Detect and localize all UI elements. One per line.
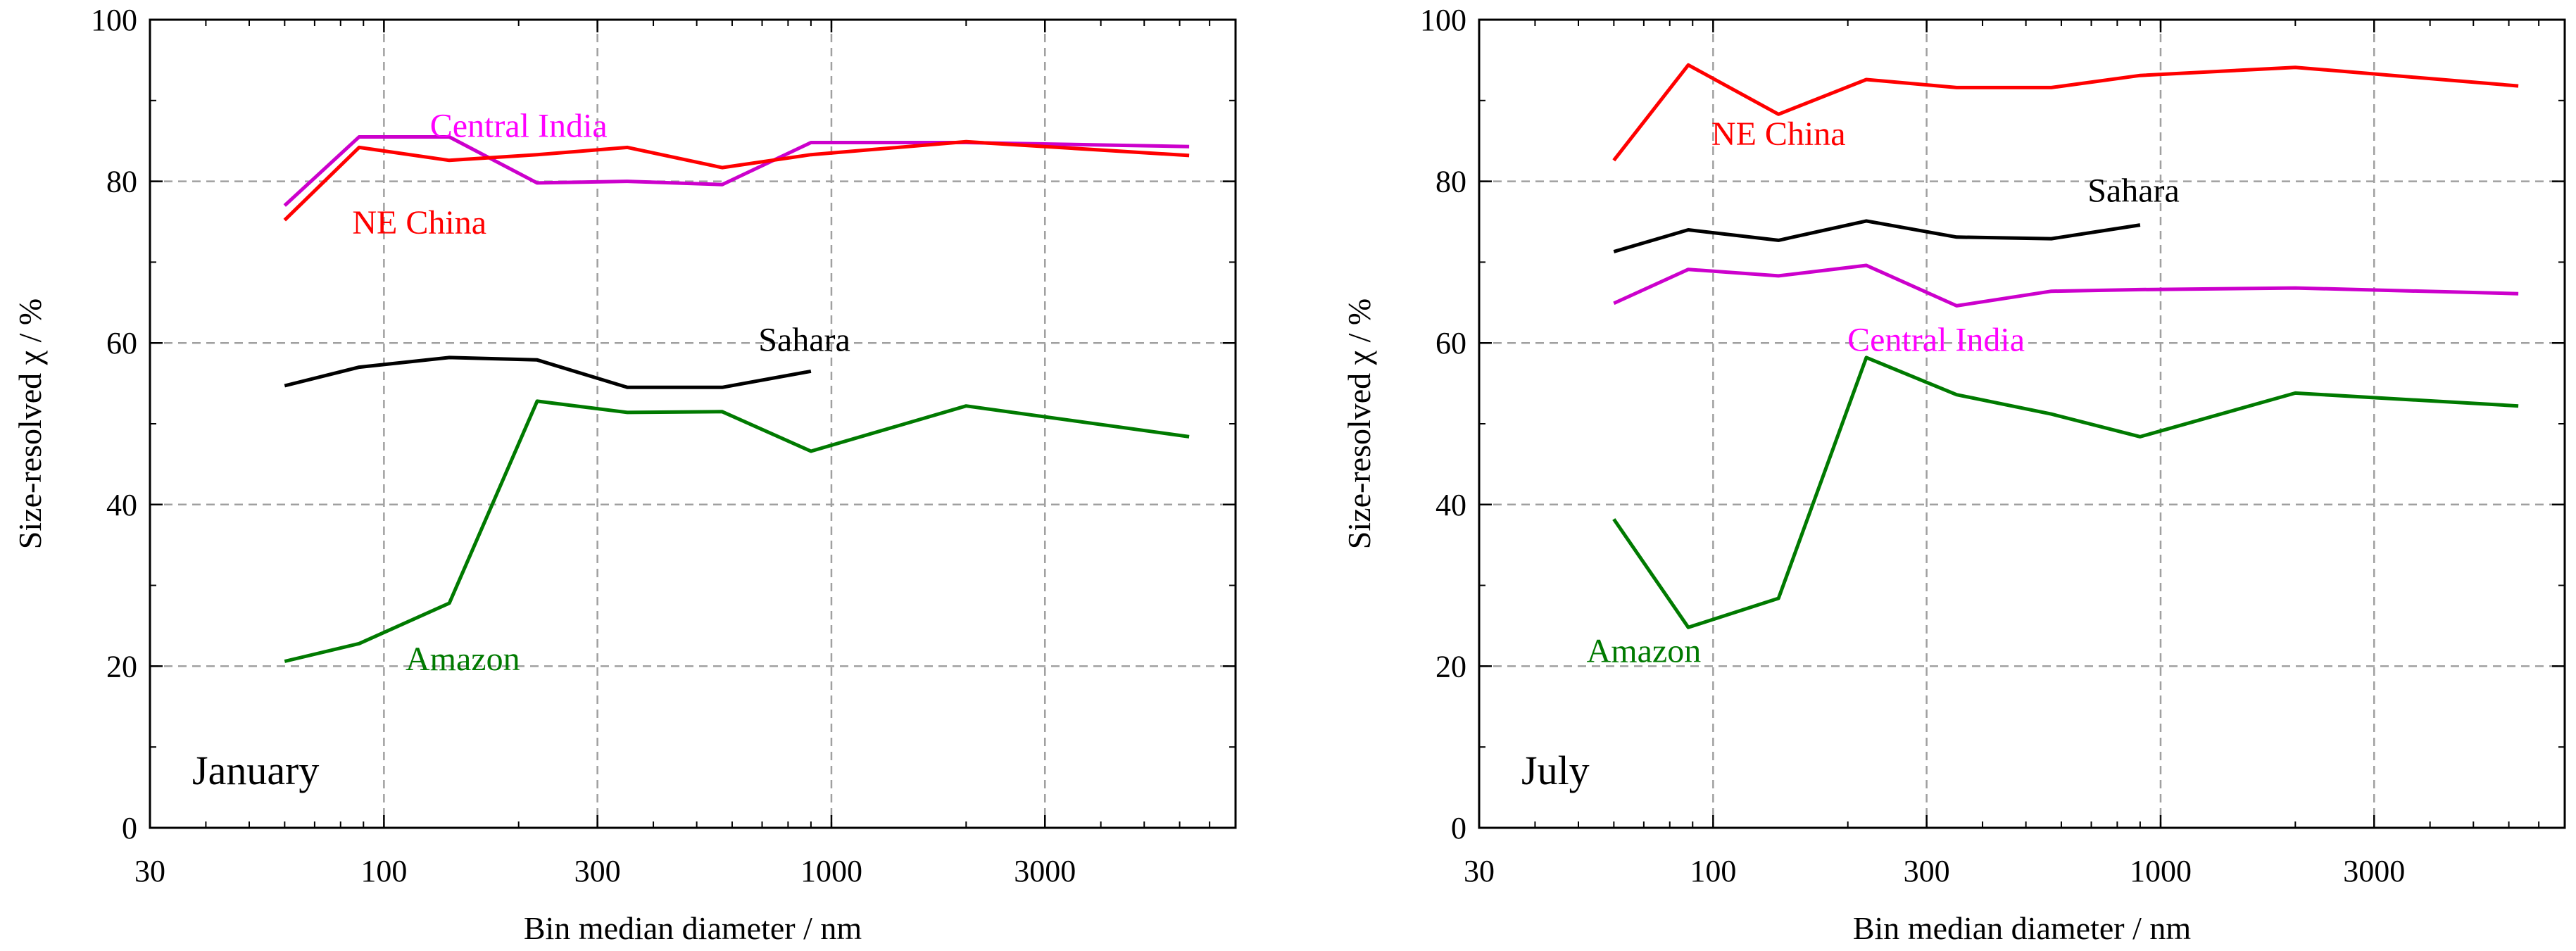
y-tick-label: 60: [1435, 326, 1466, 360]
series-label-sahara: Sahara: [758, 322, 850, 359]
series-line-central-india: [1613, 263, 2519, 308]
panel-label: July: [1521, 748, 1590, 793]
chart-panel-january: 30 100 300 1000 3000 0 20 40 60 80 100 Central Indi…: [12, 3, 1237, 946]
x-axis-label: Bin median diameter / nm: [1853, 910, 2192, 946]
x-tick-label: 100: [360, 854, 407, 888]
y-tick-label: 80: [1435, 165, 1466, 199]
y-axis-label: Size-resolved χ / %: [1341, 298, 1377, 549]
x-tick-label: 3000: [2343, 854, 2405, 888]
y-axis-label: Size-resolved χ / %: [12, 298, 48, 549]
chart-panel-july: 30 100 300 1000 3000 0 20 40 60 80 100 NE China Saha…: [1341, 3, 2566, 946]
y-tick-label: 20: [1435, 649, 1466, 684]
y-tick-label: 40: [1435, 488, 1466, 522]
series-label-amazon: Amazon: [406, 641, 520, 678]
y-tick-label: 80: [106, 165, 137, 199]
x-tick-label: 30: [134, 854, 165, 888]
series-line-sahara: [284, 355, 812, 389]
series-label-central-india: Central India: [430, 107, 608, 144]
panel-label: January: [192, 748, 319, 793]
x-tick-label: 30: [1464, 854, 1495, 888]
y-tick-label: 0: [122, 811, 137, 845]
series-line-amazon: [284, 399, 1190, 663]
y-tick-label: 100: [91, 3, 137, 37]
y-tick-label: 60: [106, 326, 137, 360]
series-line-sahara: [1613, 219, 2141, 253]
y-tick-label: 0: [1451, 811, 1466, 845]
series-line-central-india: [283, 135, 1190, 207]
plot-frame: [149, 18, 1237, 829]
x-tick-label: 1000: [2130, 854, 2192, 888]
series-label-amazon: Amazon: [1587, 633, 1702, 670]
y-tick-label: 20: [106, 649, 137, 684]
y-tick-label: 40: [106, 488, 137, 522]
series-line-ne-china: [1612, 63, 2519, 162]
x-tick-label: 300: [1904, 854, 1950, 888]
y-tick-label: 100: [1420, 3, 1466, 37]
series-label-sahara: Sahara: [2087, 172, 2180, 209]
series-line-amazon: [1612, 355, 2519, 629]
x-tick-label: 1000: [800, 854, 862, 888]
x-tick-label: 300: [574, 854, 621, 888]
x-axis-label: Bin median diameter / nm: [524, 910, 862, 946]
series-label-ne-china: NE China: [352, 204, 486, 241]
x-tick-label: 100: [1690, 854, 1736, 888]
series-label-ne-china: NE China: [1711, 115, 1846, 153]
series-line-ne-china: [283, 139, 1190, 222]
x-tick-label: 3000: [1014, 854, 1076, 888]
series-label-central-india: Central India: [1847, 322, 2025, 359]
plot-frame: [1478, 18, 2566, 829]
